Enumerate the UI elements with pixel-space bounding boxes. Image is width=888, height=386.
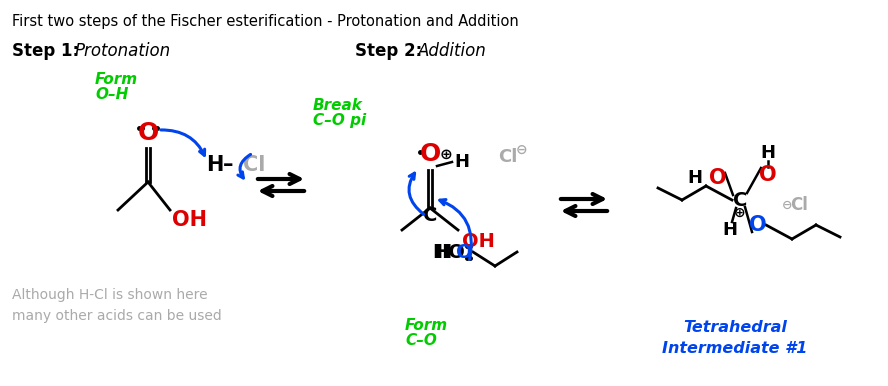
Text: C: C [423,206,437,225]
Text: OH: OH [172,210,207,230]
Text: O: O [710,168,726,188]
Text: Cl: Cl [243,155,266,175]
Text: O: O [759,165,777,185]
Text: H: H [687,169,702,187]
Text: H: H [760,144,775,162]
Text: ⊖: ⊖ [782,198,792,212]
Text: H: H [206,155,224,175]
Text: ⊕: ⊕ [734,206,746,220]
Text: O: O [456,242,472,261]
Text: H: H [454,153,469,171]
Text: –: – [223,155,234,175]
Text: Break: Break [313,98,363,113]
Text: Step 2:: Step 2: [355,42,423,60]
Text: Although H-Cl is shown here
many other acids can be used: Although H-Cl is shown here many other a… [12,288,222,323]
Text: HO: HO [432,242,465,261]
Text: Protonation: Protonation [75,42,171,60]
Text: O: O [138,121,159,145]
Text: ⊖: ⊖ [516,143,527,157]
Text: Form: Form [405,318,448,333]
Text: Form: Form [95,72,139,87]
Text: O: O [749,215,767,235]
Text: C–O pi: C–O pi [313,113,366,128]
Text: Cl: Cl [790,196,808,214]
Text: Step 1:: Step 1: [12,42,79,60]
Text: H: H [435,242,451,261]
Text: First two steps of the Fischer esterification - Protonation and Addition: First two steps of the Fischer esterific… [12,14,519,29]
Text: H: H [723,221,738,239]
Text: Addition: Addition [418,42,487,60]
Text: O: O [419,142,440,166]
Text: O–H: O–H [95,87,129,102]
Text: Tetrahedral
Intermediate #1: Tetrahedral Intermediate #1 [662,320,808,356]
Text: OH: OH [462,232,495,251]
Text: C: C [733,191,747,210]
Text: Cl: Cl [498,148,518,166]
Text: C–O: C–O [405,333,437,348]
Text: ⊕: ⊕ [440,147,452,162]
